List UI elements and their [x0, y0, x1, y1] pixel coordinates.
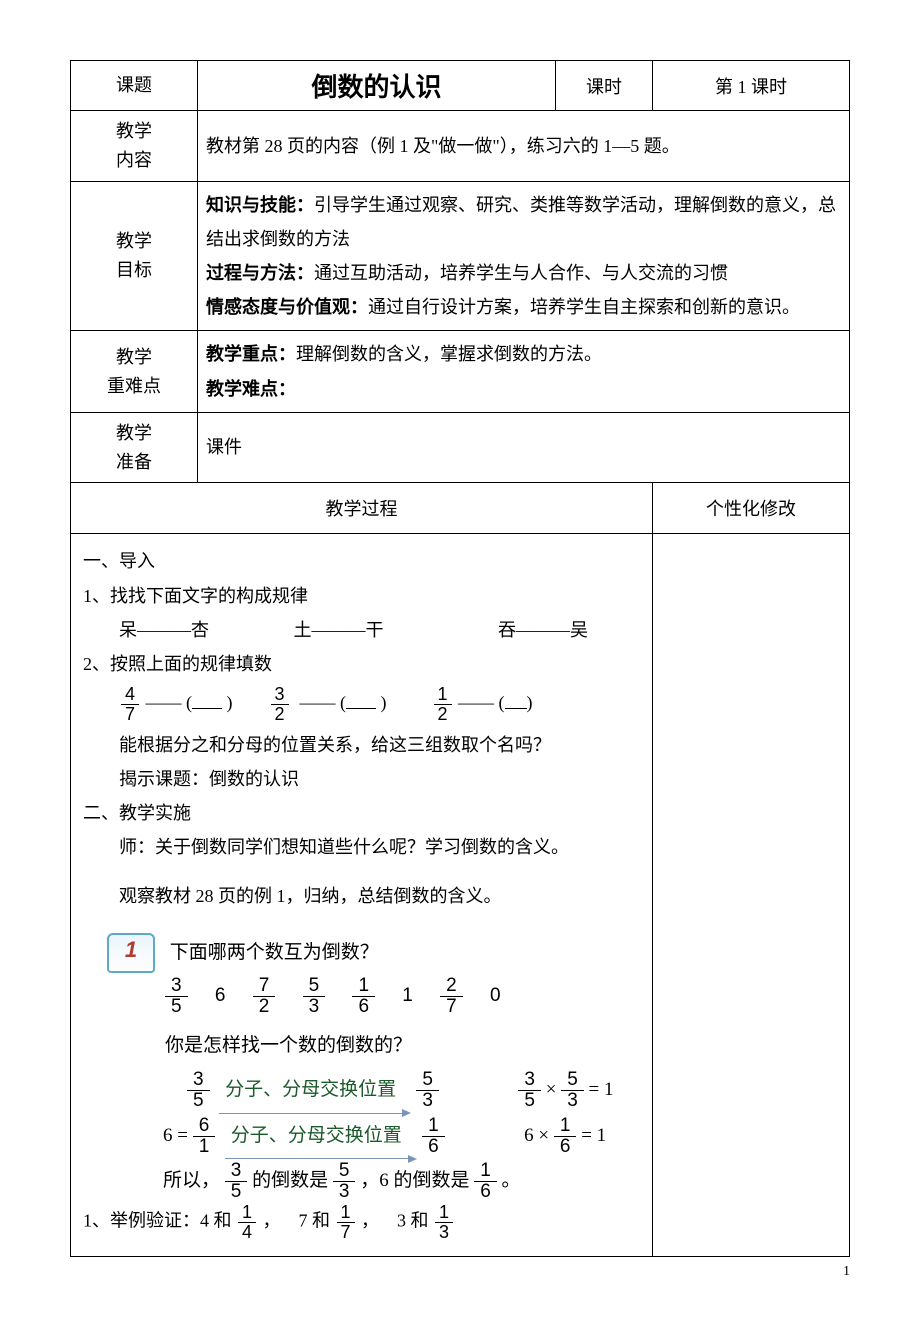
teach-content-value: 教材第 28 页的内容（例 1 及"做一做"），练习六的 1—5 题。 [198, 111, 850, 182]
prep-label: 教学 准备 [71, 412, 198, 483]
process-body: 一、导入 1、找找下面文字的构成规律 呆———杏 土———干 吞———吴 2、按… [71, 534, 653, 1256]
process-label: 教学过程 [71, 483, 653, 534]
personalize-cell [653, 534, 850, 1256]
reveal-topic: 揭示课题：倒数的认识 [83, 762, 640, 796]
topic-label: 课题 [71, 61, 198, 111]
fraction-1-2: 12 [434, 685, 452, 724]
item-1-1: 1、找找下面文字的构成规律 [83, 579, 640, 613]
personalize-label: 个性化修改 [653, 483, 850, 534]
prep-value: 课件 [198, 412, 850, 483]
fraction-4-7: 47 [121, 685, 139, 724]
section-2-title: 二、教学实施 [83, 796, 640, 830]
conclusion-line: 所以， 35 的倒数是 53 ，6 的倒数是 16 。 [107, 1159, 640, 1203]
lesson-plan-table: 课题 倒数的认识 课时 第 1 课时 教学 内容 教材第 28 页的内容（例 1… [70, 60, 850, 1257]
fraction-3-2: 32 [271, 685, 289, 724]
swap-line-1: 35 分子、分母交换位置 53 35 × 53 = 1 [107, 1068, 640, 1114]
period-value: 第 1 课时 [653, 61, 850, 111]
fraction-blanks-row: 47 —— ( ) 32 —— ( ) 12 —— () [83, 685, 640, 724]
question-name: 能根据分之和分母的位置关系，给这三组数取个名吗？ [83, 728, 640, 762]
char-pairs: 呆———杏 土———干 吞———吴 [83, 613, 640, 647]
section-1-title: 一、导入 [83, 544, 640, 578]
period-label: 课时 [556, 61, 653, 111]
focus-label: 教学 重难点 [71, 331, 198, 412]
focus-value: 教学重点：理解倒数的含义，掌握求倒数的方法。 教学难点： [198, 331, 850, 412]
lesson-title: 倒数的认识 [198, 61, 556, 111]
verify-line: 1、举例验证：4 和 14 ， 7 和 17 ， 3 和 13 [83, 1203, 640, 1242]
number-list: 35 6 72 53 16 1 27 0 [107, 974, 640, 1018]
example-q2: 你是怎样找一个数的倒数的？ [107, 1024, 640, 1068]
page-number: 1 [843, 1264, 850, 1280]
example-1-icon [107, 933, 155, 973]
teach-content-label: 教学 内容 [71, 111, 198, 182]
item-1-2: 2、按照上面的规律填数 [83, 647, 640, 681]
swap-line-2: 6 = 61 分子、分母交换位置 16 6 × 16 = 1 [107, 1114, 640, 1160]
teach-goal-value: 知识与技能：引导学生通过观察、研究、类推等数学活动，理解倒数的意义，总结出求倒数… [198, 181, 850, 331]
example-1-block: 下面哪两个数互为倒数？ 35 6 72 53 16 1 27 0 你是怎样找一个… [107, 931, 640, 1203]
observe-line: 观察教材 28 页的例 1，归纳，总结倒数的含义。 [83, 879, 640, 913]
teacher-line: 师：关于倒数同学们想知道些什么呢？学习倒数的含义。 [83, 830, 640, 864]
teach-goal-label: 教学 目标 [71, 181, 198, 331]
example-q1: 下面哪两个数互为倒数？ [170, 942, 379, 963]
